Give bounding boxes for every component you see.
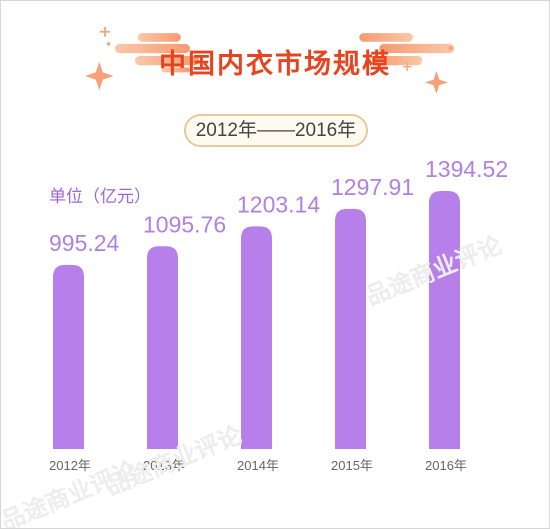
sparkle-icon	[425, 71, 448, 94]
bar	[335, 208, 366, 449]
cloud-stripe	[135, 56, 200, 66]
x-tick-label: 2012年	[49, 458, 91, 473]
unit-label: 单位（亿元）	[49, 187, 151, 207]
cloud-stripe	[137, 33, 181, 42]
title-decoration	[85, 26, 455, 94]
chart-subtitle: 2012年——2016年	[184, 114, 368, 147]
cloud-stripe	[161, 67, 190, 73]
cloud-stripe	[359, 33, 413, 42]
x-tick-label: 2015年	[331, 458, 373, 473]
x-tick-label: 2014年	[237, 458, 279, 473]
x-tick-label: 2016年	[425, 458, 467, 473]
dot-icon	[448, 46, 453, 51]
chart-title: 中国内衣市场规模	[159, 49, 391, 80]
value-label: 1394.52	[425, 156, 508, 182]
cloud-stripe	[115, 43, 190, 54]
bar	[147, 246, 178, 449]
dot-icon	[106, 42, 111, 46]
bar	[429, 191, 460, 449]
bar	[53, 264, 84, 449]
plus-icon	[402, 62, 412, 71]
value-label: 1095.76	[143, 211, 226, 237]
plus-icon	[100, 26, 111, 37]
cloud-stripe	[379, 43, 455, 54]
sparkle-icon	[85, 61, 114, 91]
value-label: 1203.14	[237, 191, 320, 217]
x-tick-label: 2013年	[143, 458, 185, 473]
cloud-stripe	[372, 56, 423, 66]
value-label: 995.24	[49, 230, 120, 256]
bar	[241, 226, 272, 449]
value-label: 1297.91	[331, 174, 414, 200]
